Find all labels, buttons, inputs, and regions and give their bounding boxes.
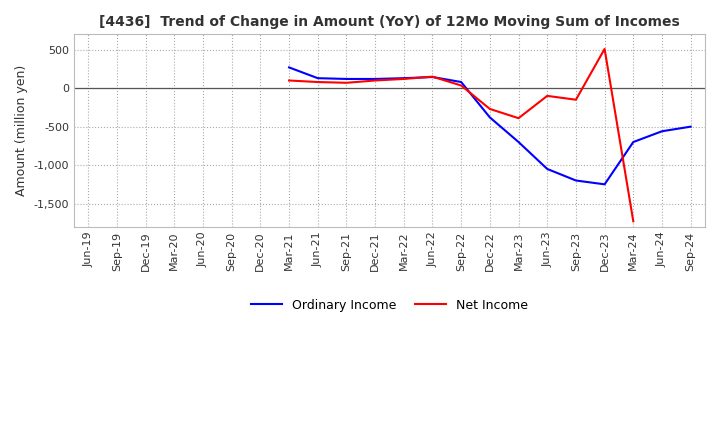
Title: [4436]  Trend of Change in Amount (YoY) of 12Mo Moving Sum of Incomes: [4436] Trend of Change in Amount (YoY) o… bbox=[99, 15, 680, 29]
Ordinary Income bbox=[284, 65, 293, 70]
Net Income bbox=[600, 46, 609, 51]
Line: Ordinary Income: Ordinary Income bbox=[289, 67, 690, 184]
Net Income bbox=[342, 80, 351, 85]
Ordinary Income bbox=[400, 76, 408, 81]
Ordinary Income bbox=[629, 139, 638, 145]
Ordinary Income bbox=[457, 79, 466, 84]
Net Income bbox=[400, 76, 408, 81]
Ordinary Income bbox=[657, 128, 666, 134]
Ordinary Income bbox=[342, 76, 351, 81]
Net Income bbox=[428, 74, 437, 79]
Line: Net Income: Net Income bbox=[289, 49, 634, 221]
Ordinary Income bbox=[485, 115, 494, 120]
Ordinary Income bbox=[543, 166, 552, 172]
Ordinary Income bbox=[686, 124, 695, 129]
Net Income bbox=[514, 116, 523, 121]
Ordinary Income bbox=[313, 76, 322, 81]
Net Income bbox=[629, 219, 638, 224]
Net Income bbox=[457, 83, 466, 88]
Net Income bbox=[572, 97, 580, 103]
Ordinary Income bbox=[371, 76, 379, 81]
Net Income bbox=[313, 79, 322, 84]
Ordinary Income bbox=[572, 178, 580, 183]
Ordinary Income bbox=[600, 182, 609, 187]
Ordinary Income bbox=[514, 139, 523, 145]
Y-axis label: Amount (million yen): Amount (million yen) bbox=[15, 65, 28, 196]
Net Income bbox=[371, 78, 379, 83]
Legend: Ordinary Income, Net Income: Ordinary Income, Net Income bbox=[246, 293, 534, 316]
Net Income bbox=[543, 93, 552, 99]
Net Income bbox=[284, 78, 293, 83]
Ordinary Income bbox=[428, 74, 437, 80]
Net Income bbox=[485, 106, 494, 112]
